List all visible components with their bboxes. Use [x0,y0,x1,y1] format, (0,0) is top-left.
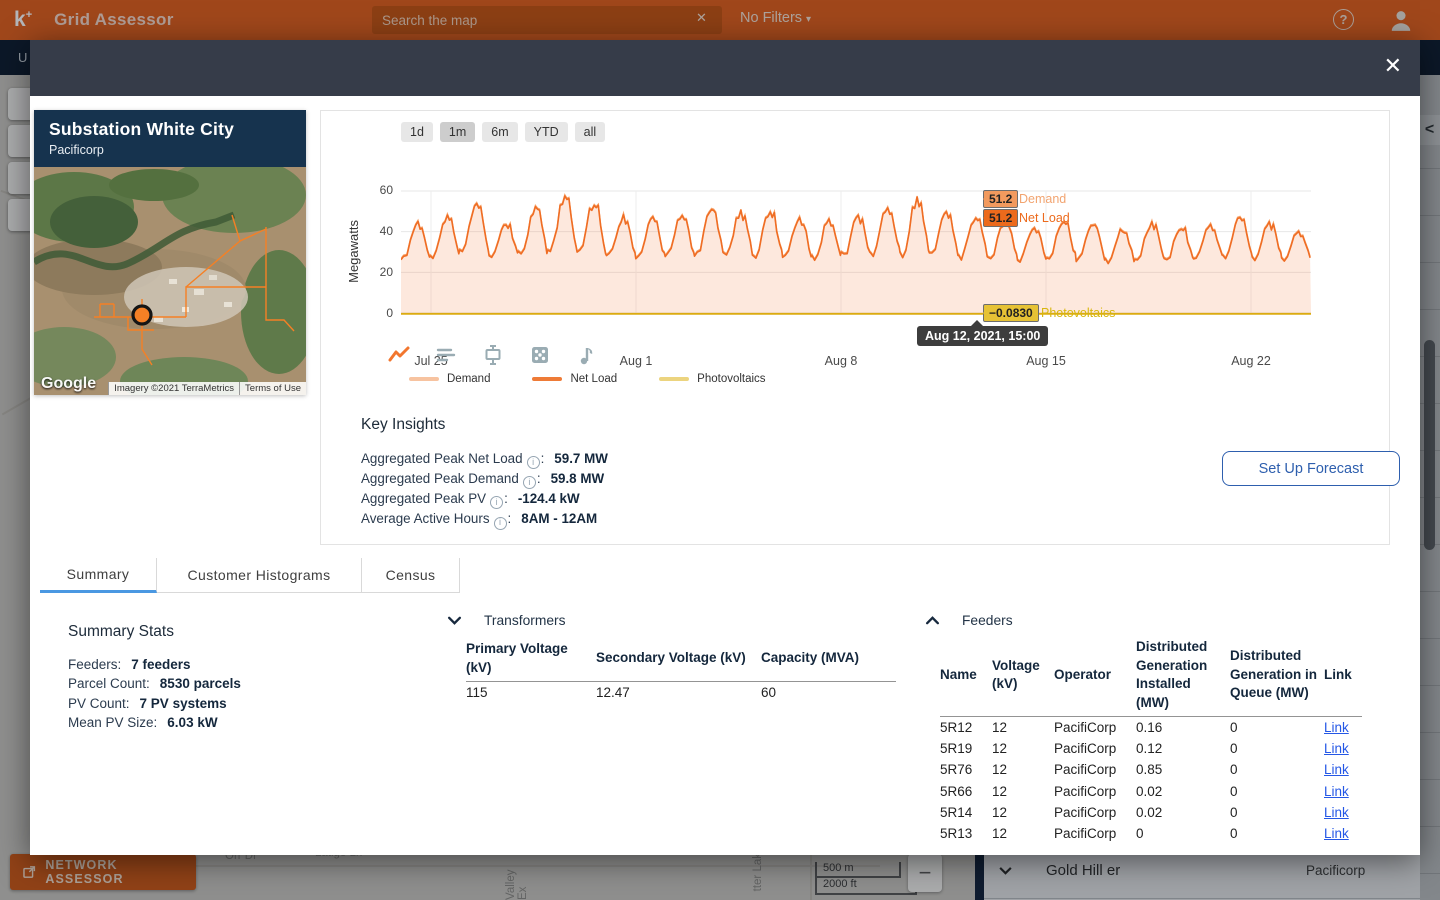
net-load-value-badge: 51.2 [983,209,1018,227]
x-tick: Aug 22 [1221,354,1281,368]
key-insights-list: Aggregated Peak Net Loadi:59.7 MW Aggreg… [361,449,608,530]
transformers-table: Primary Voltage (kV) Secondary Voltage (… [466,640,896,703]
range-button-all[interactable]: all [575,122,606,142]
summary-stats-title: Summary Stats [68,623,174,641]
stat-row: Mean PV Size:6.03 kW [68,713,241,732]
demand-value-badge: 51.2 [983,190,1018,208]
demand-badge-label: Demand [1019,192,1066,206]
terms-of-use-link[interactable]: Terms of Use [239,382,306,395]
insight-row: Aggregated Peak Demandi:59.8 MW [361,469,608,489]
legend-item-photovoltaics[interactable]: Photovoltaics [659,373,765,385]
range-button-1m[interactable]: 1m [440,122,475,142]
info-icon[interactable]: i [494,517,507,530]
tab-summary[interactable]: Summary [40,558,157,593]
chevron-up-icon[interactable] [925,613,940,628]
substation-card: Substation White City Pacificorp [34,110,306,395]
satellite-map-image: Google [34,167,306,395]
feeder-link[interactable]: Link [1324,720,1349,735]
google-watermark: Google [41,375,96,392]
time-range-buttons: 1d 1m 6m YTD all [401,122,605,142]
y-tick: 40 [363,224,393,238]
feeder-link[interactable]: Link [1324,826,1349,841]
y-tick: 20 [363,265,393,279]
x-tick: Aug 1 [606,354,666,368]
feeder-link[interactable]: Link [1324,805,1349,820]
info-icon[interactable]: i [527,456,540,469]
table-row: 5R7612PacifiCorp0.850Link [940,759,1362,780]
chart-tooltip: Aug 12, 2021, 15:00 [917,326,1048,346]
range-button-ytd[interactable]: YTD [525,122,568,142]
legend-item-net-load[interactable]: Net Load [532,373,617,385]
pv-value-badge: −0.0830 [983,304,1039,322]
legend-swatch [659,377,689,381]
y-tick: 60 [363,183,393,197]
transformers-section-header: Transformers [447,613,566,628]
x-tick: Aug 15 [1016,354,1076,368]
insight-row: Aggregated Peak Net Loadi:59.7 MW [361,449,608,469]
modal-header: ✕ [30,40,1420,96]
candlestick-icon[interactable] [481,343,505,367]
range-button-1d[interactable]: 1d [401,122,433,142]
tab-customer-histograms[interactable]: Customer Histograms [157,558,362,593]
info-icon[interactable]: i [490,496,503,509]
y-axis-label: Megawatts [346,189,361,313]
map-attribution: Imagery ©2021 TerraMetrics Terms of Use [108,382,306,395]
tab-census[interactable]: Census [362,558,460,593]
feeder-link[interactable]: Link [1324,784,1349,799]
insight-row: Average Active Hoursi:8AM - 12AM [361,509,608,529]
table-row: 115 12.47 60 [466,682,896,704]
dice-icon[interactable] [528,343,552,367]
y-tick: 0 [363,306,393,320]
feeders-table: Name Voltage (kV) Operator Distributed G… [940,638,1362,844]
key-insights-title: Key Insights [361,416,445,434]
table-row: 5R1412PacifiCorp0.020Link [940,802,1362,823]
chevron-down-icon[interactable] [447,613,462,628]
feeder-link[interactable]: Link [1324,741,1349,756]
summary-stats-list: Feeders:7 feeders Parcel Count:8530 parc… [68,655,241,732]
substation-card-header: Substation White City Pacificorp [34,110,306,167]
music-note-icon[interactable] [575,343,599,367]
legend-swatch [409,377,439,381]
insight-row: Aggregated Peak PVi:-124.4 kW [361,489,608,509]
legend-swatch [532,377,562,381]
detail-tabs: Summary Customer Histograms Census [40,558,460,593]
stat-row: Parcel Count:8530 parcels [68,674,241,693]
table-row: 5R6612PacifiCorp0.020Link [940,781,1362,802]
x-tick: Aug 8 [811,354,871,368]
stat-row: PV Count:7 PV systems [68,694,241,713]
substation-operator: Pacificorp [49,143,291,157]
stat-row: Feeders:7 feeders [68,655,241,674]
feeder-link[interactable]: Link [1324,762,1349,777]
table-row: 5R1912PacifiCorp0.120Link [940,738,1362,759]
pv-badge-label: Photovoltaics [1041,306,1115,320]
feeders-section-header: Feeders [925,613,1013,628]
info-icon[interactable]: i [523,476,536,489]
table-row: 5R1212PacifiCorp0.160Link [940,717,1362,739]
chart-legend: Demand Net Load Photovoltaics [409,373,766,385]
bars-icon[interactable] [434,343,458,367]
line-chart-icon[interactable] [387,343,411,367]
substation-map-thumbnail[interactable]: Google Imagery ©2021 TerraMetrics Terms … [34,167,306,395]
set-up-forecast-button[interactable]: Set Up Forecast [1222,451,1400,486]
load-area-chart[interactable] [401,189,1311,315]
close-icon[interactable]: ✕ [1384,55,1402,77]
substation-modal: ✕ Substation White City Pacificorp [30,40,1420,855]
chart-toolbar [387,343,599,367]
transformers-title: Transformers [484,613,566,628]
substation-title: Substation White City [49,119,291,140]
substation-marker [133,306,151,324]
table-row: 5R1312PacifiCorp00Link [940,823,1362,844]
net-load-badge-label: Net Load [1019,211,1070,225]
screen: k+ Grid Assessor ✕ No Filters▾ ? U Orr D… [0,0,1440,900]
legend-item-demand[interactable]: Demand [409,373,490,385]
load-chart-card: 1d 1m 6m YTD all Megawatts 60 40 20 0 Ju… [320,110,1390,545]
feeders-title: Feeders [962,613,1013,628]
range-button-6m[interactable]: 6m [482,122,517,142]
